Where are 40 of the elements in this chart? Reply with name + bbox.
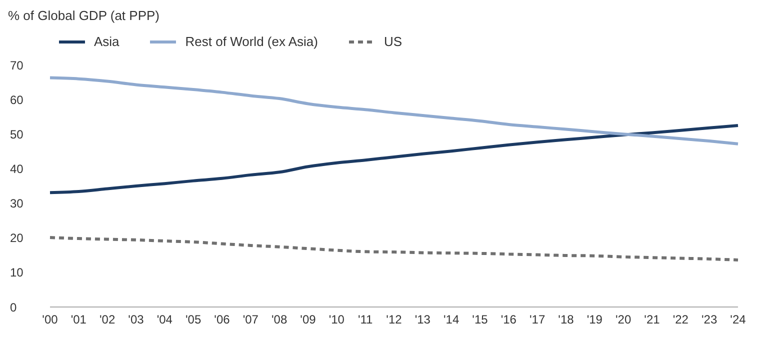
x-tick-label: '06 <box>214 312 230 327</box>
x-tick-label: '11 <box>358 312 374 327</box>
y-tick-label: 20 <box>10 231 24 246</box>
y-tick-label: 60 <box>10 92 24 107</box>
y-tick-label: 30 <box>10 196 24 211</box>
x-tick-label: '02 <box>100 312 116 327</box>
line-series <box>48 236 740 262</box>
x-tick-label: '12 <box>386 312 402 327</box>
x-tick-label: '04 <box>156 312 173 327</box>
x-tick-label: '23 <box>702 312 718 327</box>
x-tick-label: '21 <box>644 312 660 327</box>
y-tick-label: 10 <box>10 266 24 280</box>
legend-label: US <box>384 34 402 49</box>
x-tick-label: '20 <box>616 312 632 327</box>
x-tick-label: '08 <box>272 312 288 327</box>
x-tick-label: '19 <box>586 312 603 327</box>
y-tick-label: 50 <box>10 127 24 142</box>
x-tick-label: '24 <box>730 312 746 327</box>
x-tick-label: '14 <box>444 312 460 327</box>
line-series <box>48 76 740 146</box>
y-axis-title: % of Global GDP (at PPP) <box>8 8 160 25</box>
x-tick-label: '16 <box>500 312 517 327</box>
x-tick-label: '03 <box>128 312 144 327</box>
x-tick-label: '15 <box>472 312 488 327</box>
x-tick-label: '05 <box>186 312 202 327</box>
x-tick-label: '00 <box>42 312 58 327</box>
x-tick-label: '13 <box>414 312 431 327</box>
x-tick-label: '09 <box>300 312 316 327</box>
x-tick-label: '01 <box>70 312 87 327</box>
legend-label: Rest of World (ex Asia) <box>185 34 318 49</box>
legend-label: Asia <box>94 34 120 49</box>
x-tick-label: '10 <box>328 312 345 327</box>
y-tick-label: 0 <box>10 300 17 314</box>
y-tick-label: 70 <box>10 58 24 72</box>
x-tick-label: '17 <box>530 312 546 327</box>
x-tick-label: '07 <box>242 312 259 327</box>
y-tick-label: 40 <box>10 162 24 176</box>
line-series <box>48 124 740 194</box>
x-tick-label: '22 <box>672 312 689 327</box>
x-tick-label: '18 <box>558 312 574 327</box>
